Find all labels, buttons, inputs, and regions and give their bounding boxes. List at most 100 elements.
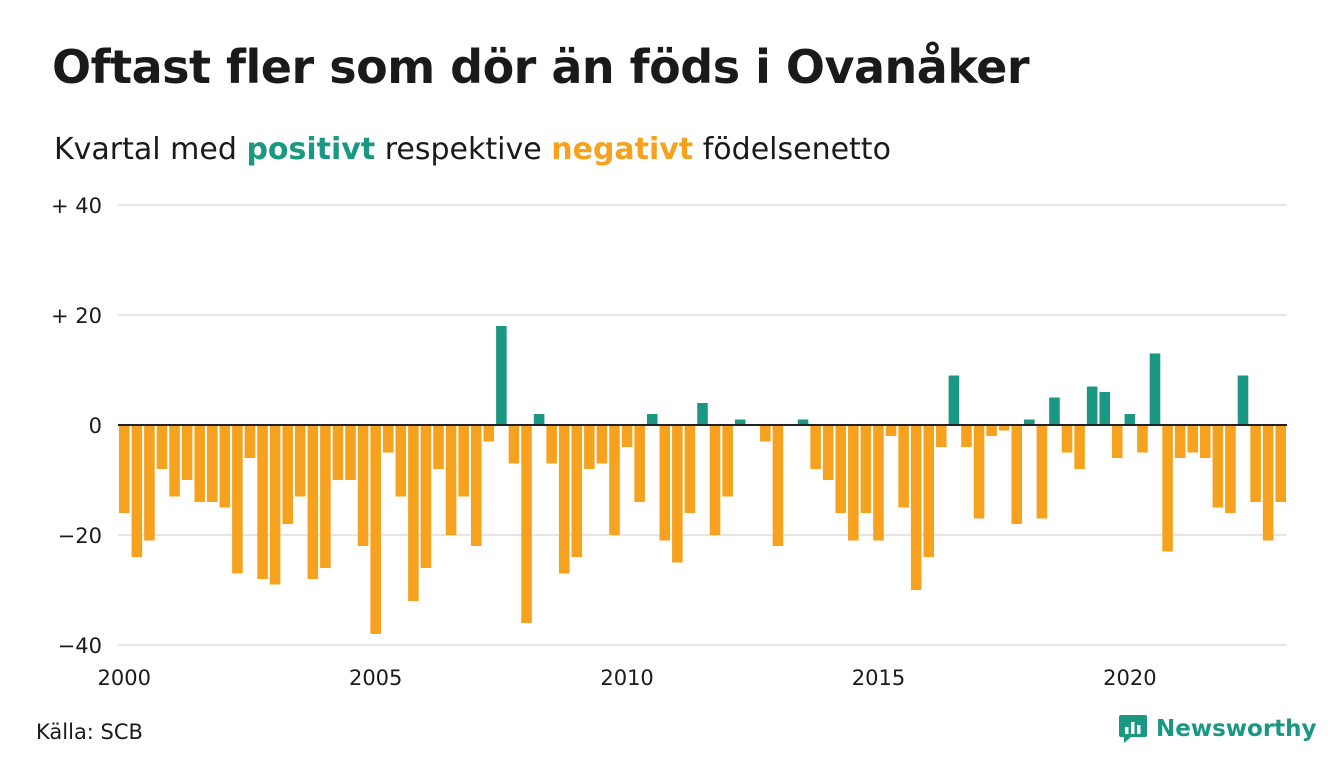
bar [609, 425, 620, 535]
bar [508, 425, 520, 464]
bar [1074, 425, 1085, 469]
bar [986, 425, 997, 436]
bar [1049, 397, 1060, 425]
bar [1237, 375, 1249, 425]
bar [496, 326, 507, 425]
bar [973, 425, 985, 519]
bar [1200, 425, 1211, 458]
brand-name: Newsworthy [1156, 716, 1317, 742]
bar [395, 425, 407, 497]
x-tick-label: 2005 [349, 666, 402, 690]
subtitle-prefix: Kvartal med [54, 132, 237, 167]
bar [672, 425, 683, 563]
bar [684, 425, 696, 513]
bar [646, 414, 658, 425]
bar [119, 425, 130, 513]
subtitle-middle: respektive [384, 132, 542, 167]
bar [596, 425, 608, 464]
x-tick-label: 2000 [98, 666, 151, 690]
bar [156, 425, 168, 469]
bar [1099, 392, 1111, 425]
bar [936, 425, 947, 447]
bar [320, 425, 331, 568]
bar [760, 425, 771, 442]
x-tick-label: 2020 [1103, 666, 1156, 690]
bar [822, 425, 834, 480]
bar [1225, 425, 1236, 513]
bar [206, 425, 218, 502]
y-tick-label: + 40 [51, 194, 102, 218]
bar [269, 425, 281, 585]
y-tick-label: −40 [58, 634, 102, 658]
bar [144, 425, 155, 541]
y-tick-label: 0 [89, 414, 102, 438]
bar [294, 425, 306, 497]
bar [621, 425, 633, 447]
bar [131, 425, 143, 557]
bar [885, 425, 897, 436]
chart-subtitle: Kvartal med positivt respektive negativt… [54, 132, 891, 167]
bar [1149, 353, 1161, 425]
newsworthy-logo-icon [1119, 715, 1147, 743]
bar [382, 425, 394, 453]
x-tick-label: 2010 [600, 666, 653, 690]
bar [1262, 425, 1274, 541]
bar [1011, 425, 1023, 524]
bar [546, 425, 557, 464]
bar [873, 425, 884, 541]
bar [722, 425, 733, 497]
bar [584, 425, 595, 469]
bar [181, 425, 193, 480]
bar [169, 425, 180, 497]
bar [558, 425, 570, 574]
bar [910, 425, 922, 590]
bar [848, 425, 859, 541]
bar [998, 425, 1010, 431]
bar [1137, 425, 1148, 453]
subtitle-negative: negativt [551, 132, 694, 167]
x-tick-label: 2015 [852, 666, 905, 690]
bar [219, 425, 231, 508]
bar [332, 425, 344, 480]
subtitle-positive: positivt [246, 132, 376, 167]
bar [1024, 419, 1035, 425]
bar [1124, 414, 1136, 425]
bar [194, 425, 205, 502]
bar [232, 425, 243, 574]
bar [420, 425, 432, 568]
subtitle-suffix: födelsenetto [702, 132, 891, 167]
chart-title: Oftast fler som dör än föds i Ovanåker [52, 40, 1030, 94]
bar [408, 425, 419, 601]
bar [898, 425, 909, 508]
bar [948, 375, 960, 425]
bar [961, 425, 972, 447]
bar [1174, 425, 1186, 458]
bar [282, 425, 293, 524]
bar [734, 419, 746, 425]
source-label: Källa: SCB [36, 720, 143, 744]
bar [860, 425, 872, 513]
bar [1086, 386, 1098, 425]
bar [571, 425, 583, 557]
bar [445, 425, 457, 535]
bar [521, 425, 532, 623]
bar [634, 425, 645, 502]
bar [470, 425, 482, 546]
bar [1061, 425, 1073, 453]
bar [659, 425, 671, 541]
bar [772, 425, 784, 546]
bar [1112, 425, 1123, 458]
bar [1275, 425, 1286, 502]
bar [307, 425, 319, 579]
bar [697, 403, 708, 425]
bar [257, 425, 268, 579]
bar [357, 425, 369, 546]
bar [1212, 425, 1224, 508]
bar [244, 425, 256, 458]
bar [835, 425, 847, 513]
bar-chart: + 40 + 20 0 −20 −40 2000 2005 2010 2015 2020 [51, 194, 1287, 690]
bar [483, 425, 495, 442]
bar [1250, 425, 1261, 502]
brand-logo: Newsworthy [1118, 713, 1317, 745]
bar [1162, 425, 1173, 552]
